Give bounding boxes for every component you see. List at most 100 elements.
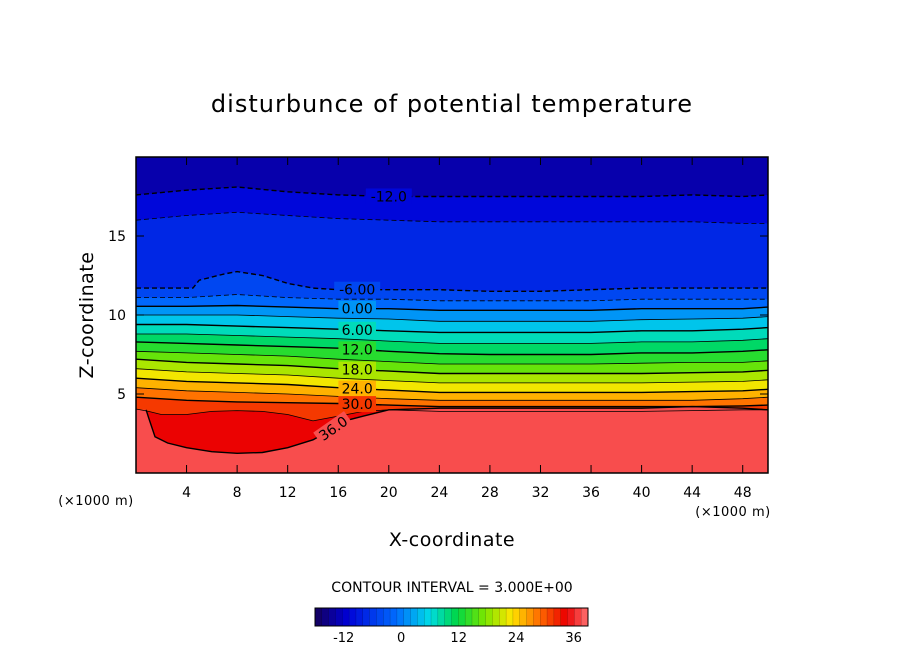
colorbar-swatch (396, 607, 405, 627)
contour-line (136, 211, 768, 224)
colorbar-swatch (430, 607, 439, 627)
x-tick-label: 12 (279, 485, 297, 501)
colorbar-frame (314, 607, 589, 627)
colorbar-swatch (512, 607, 521, 627)
colorbar (314, 607, 589, 627)
x-tick-label: 44 (683, 485, 701, 501)
contour-line (136, 377, 768, 394)
colorbar-swatch (546, 607, 555, 627)
y-axis-ticks: 5 10 15 (108, 229, 768, 403)
colorbar-swatch (335, 607, 343, 627)
colorbar-swatch (410, 607, 418, 627)
colorbar-swatch (526, 607, 534, 627)
contour-lines (136, 186, 768, 455)
colorbar-swatch (424, 607, 432, 627)
colorbar-tick-label: 12 (450, 631, 467, 646)
y-tick-label: 10 (108, 308, 126, 324)
colorbar-swatch (444, 607, 453, 627)
x-tick-label: 4 (182, 485, 191, 501)
colorbar-swatch (403, 607, 412, 627)
contour-label-bg (338, 321, 376, 338)
x-tick-label: 20 (380, 485, 398, 501)
colorbar-swatch (328, 607, 336, 627)
colorbar-swatch (471, 607, 480, 627)
colorbar-swatch (321, 607, 330, 627)
contour-label-text: 30.0 (342, 397, 373, 413)
colorbar-swatch (464, 607, 473, 627)
x-tick-label: 36 (582, 485, 600, 501)
colorbar-swatch (369, 607, 377, 627)
contour-label-text: -12.0 (371, 190, 407, 206)
contour-label-bg (338, 341, 376, 358)
contour-label-text: 24.0 (342, 382, 373, 398)
colorbar-tick-label: 0 (397, 631, 405, 646)
y-tick-label: 5 (117, 387, 126, 403)
x-tick-label: 16 (329, 485, 347, 501)
contour-label: 18.0 (338, 361, 376, 379)
x-axis-label: X-coordinate (389, 529, 515, 551)
x-tick-label: 24 (430, 485, 448, 501)
colorbar-swatch (362, 607, 371, 627)
contour-line (136, 358, 768, 375)
chart-title: disturbunce of potential temperature (211, 90, 693, 118)
colorbar-swatch (553, 607, 562, 627)
colorbar-swatch (485, 607, 493, 627)
y-tick-label: 15 (108, 229, 126, 245)
contour-label: 24.0 (338, 380, 376, 398)
colorbar-swatch (355, 607, 364, 627)
colorbar-swatch (389, 607, 398, 627)
contour-line (136, 304, 768, 311)
colorbar-swatch (567, 607, 575, 627)
contour-line (136, 186, 768, 198)
x-unit-right: (×1000 m) (695, 505, 770, 520)
colorbar-swatch (533, 607, 541, 627)
contour-label-bg (313, 411, 354, 446)
y-axis-label: Z-coordinate (76, 252, 98, 379)
contour-label-bg (338, 300, 376, 317)
contour-band (136, 406, 768, 473)
colorbar-swatch (540, 607, 548, 627)
contour-label-text: 12.0 (342, 342, 373, 358)
contour-line (136, 314, 768, 322)
contour-label-text: -6.00 (339, 283, 375, 299)
colorbar-swatch (574, 607, 582, 627)
contour-line (136, 323, 768, 334)
colorbar-ticks: -12 0 12 24 36 (333, 631, 582, 646)
colorbar-tick-label: 24 (508, 631, 525, 646)
contour-line (136, 408, 768, 422)
colorbar-swatch (492, 607, 500, 627)
colorbar-swatch (451, 607, 459, 627)
colorbar-swatch (383, 607, 391, 627)
contour-line (136, 350, 768, 365)
colorbar-tick-label: 36 (565, 631, 582, 646)
colorbar-swatch (348, 607, 357, 627)
colorbar-swatch (519, 607, 528, 627)
contour-label: -6.00 (334, 281, 381, 299)
x-unit-left: (×1000 m) (58, 494, 133, 509)
colorbar-swatch (580, 607, 589, 627)
contour-label-bg (338, 380, 376, 397)
colorbar-swatch (505, 607, 514, 627)
contour-label: 6.00 (338, 321, 376, 339)
contour-line (136, 333, 768, 344)
colorbar-swatch (342, 607, 350, 627)
contour-line (136, 341, 768, 356)
colorbar-swatch (560, 607, 569, 627)
contour-line (136, 368, 768, 384)
x-tick-label: 28 (481, 485, 499, 501)
contour-label-bg (365, 188, 412, 205)
contour-label: 30.0 (338, 396, 376, 413)
colorbar-tick-label: -12 (333, 631, 354, 646)
contour-label-bg (334, 281, 381, 298)
contour-label: 0.00 (338, 300, 376, 318)
contour-line (136, 387, 768, 401)
colorbar-swatch (437, 607, 446, 627)
x-tick-label: 48 (734, 485, 752, 501)
colorbar-swatch (376, 607, 384, 627)
contour-label-text: 0.00 (342, 302, 373, 318)
colorbar-swatch (458, 607, 466, 627)
contour-label: 12.0 (338, 341, 376, 358)
colorbar-swatch (499, 607, 507, 627)
contour-label-bg (338, 361, 376, 378)
